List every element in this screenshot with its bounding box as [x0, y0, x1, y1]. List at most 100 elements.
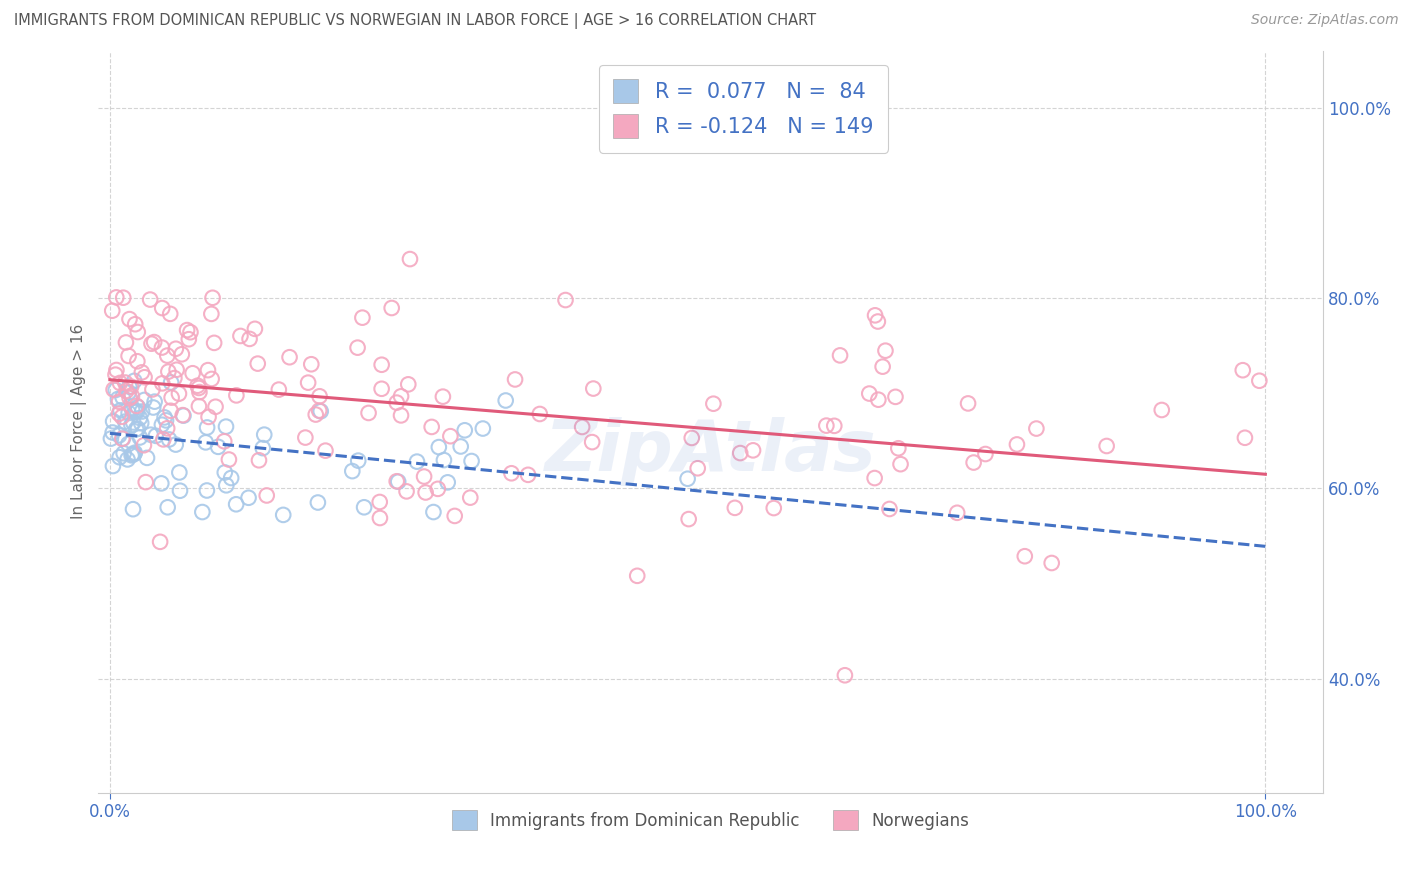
Point	[169, 466, 191, 480]
Point	[370, 358, 392, 372]
Point	[179, 325, 201, 339]
Point	[105, 363, 128, 377]
Point	[299, 357, 322, 371]
Point	[152, 433, 174, 447]
Point	[823, 418, 845, 433]
Point	[114, 376, 136, 390]
Point	[396, 377, 419, 392]
Point	[150, 376, 173, 391]
Point	[108, 376, 131, 390]
Point	[177, 332, 200, 346]
Point	[1005, 437, 1028, 451]
Point	[432, 390, 454, 404]
Point	[347, 453, 370, 467]
Point	[253, 427, 276, 442]
Point	[195, 483, 218, 498]
Point	[134, 370, 156, 384]
Point	[120, 379, 142, 393]
Point	[1040, 556, 1063, 570]
Point	[460, 454, 482, 468]
Point	[173, 409, 195, 423]
Point	[389, 409, 412, 423]
Point	[676, 472, 699, 486]
Point	[139, 427, 162, 442]
Point	[112, 446, 135, 460]
Point	[294, 431, 316, 445]
Point	[202, 335, 225, 350]
Point	[308, 389, 330, 403]
Point	[201, 291, 224, 305]
Point	[422, 505, 444, 519]
Point	[117, 406, 139, 420]
Point	[124, 405, 146, 419]
Point	[962, 456, 984, 470]
Point	[103, 383, 125, 397]
Point	[278, 350, 301, 364]
Point	[1232, 363, 1254, 377]
Point	[172, 408, 194, 422]
Point	[112, 291, 135, 305]
Point	[101, 458, 124, 473]
Point	[957, 396, 980, 410]
Point	[117, 452, 139, 467]
Point	[150, 341, 173, 355]
Point	[686, 461, 709, 475]
Point	[166, 362, 188, 376]
Point	[160, 391, 183, 405]
Point	[187, 381, 209, 395]
Point	[141, 336, 163, 351]
Point	[127, 354, 149, 368]
Point	[884, 390, 907, 404]
Point	[353, 500, 375, 515]
Point	[554, 293, 576, 307]
Point	[238, 491, 260, 505]
Point	[243, 322, 266, 336]
Point	[426, 482, 449, 496]
Point	[194, 435, 217, 450]
Point	[131, 365, 153, 379]
Legend: Immigrants from Dominican Republic, Norwegians: Immigrants from Dominican Republic, Norw…	[446, 804, 976, 837]
Point	[415, 485, 437, 500]
Point	[160, 376, 183, 390]
Point	[188, 385, 211, 400]
Point	[872, 359, 894, 374]
Point	[111, 432, 134, 446]
Point	[581, 435, 603, 450]
Point	[308, 403, 330, 417]
Point	[132, 438, 155, 452]
Point	[181, 366, 204, 380]
Point	[742, 443, 765, 458]
Point	[150, 301, 173, 315]
Point	[724, 500, 747, 515]
Point	[125, 399, 148, 413]
Point	[1150, 403, 1173, 417]
Point	[101, 425, 124, 440]
Point	[118, 312, 141, 326]
Point	[1249, 374, 1271, 388]
Point	[111, 409, 134, 424]
Point	[167, 386, 190, 401]
Point	[225, 388, 247, 402]
Point	[141, 383, 163, 397]
Point	[626, 569, 648, 583]
Text: ZipAtlas: ZipAtlas	[546, 417, 876, 486]
Point	[346, 341, 368, 355]
Point	[157, 433, 180, 447]
Point	[115, 384, 138, 398]
Point	[868, 392, 890, 407]
Text: Source: ZipAtlas.com: Source: ZipAtlas.com	[1251, 13, 1399, 28]
Point	[471, 421, 494, 435]
Point	[385, 475, 408, 489]
Point	[974, 447, 997, 461]
Point	[863, 309, 886, 323]
Point	[762, 501, 785, 516]
Point	[149, 534, 172, 549]
Point	[124, 374, 146, 388]
Point	[156, 349, 179, 363]
Point	[297, 376, 319, 390]
Point	[156, 500, 179, 515]
Point	[115, 335, 138, 350]
Point	[150, 417, 173, 432]
Point	[118, 391, 141, 405]
Point	[385, 395, 408, 409]
